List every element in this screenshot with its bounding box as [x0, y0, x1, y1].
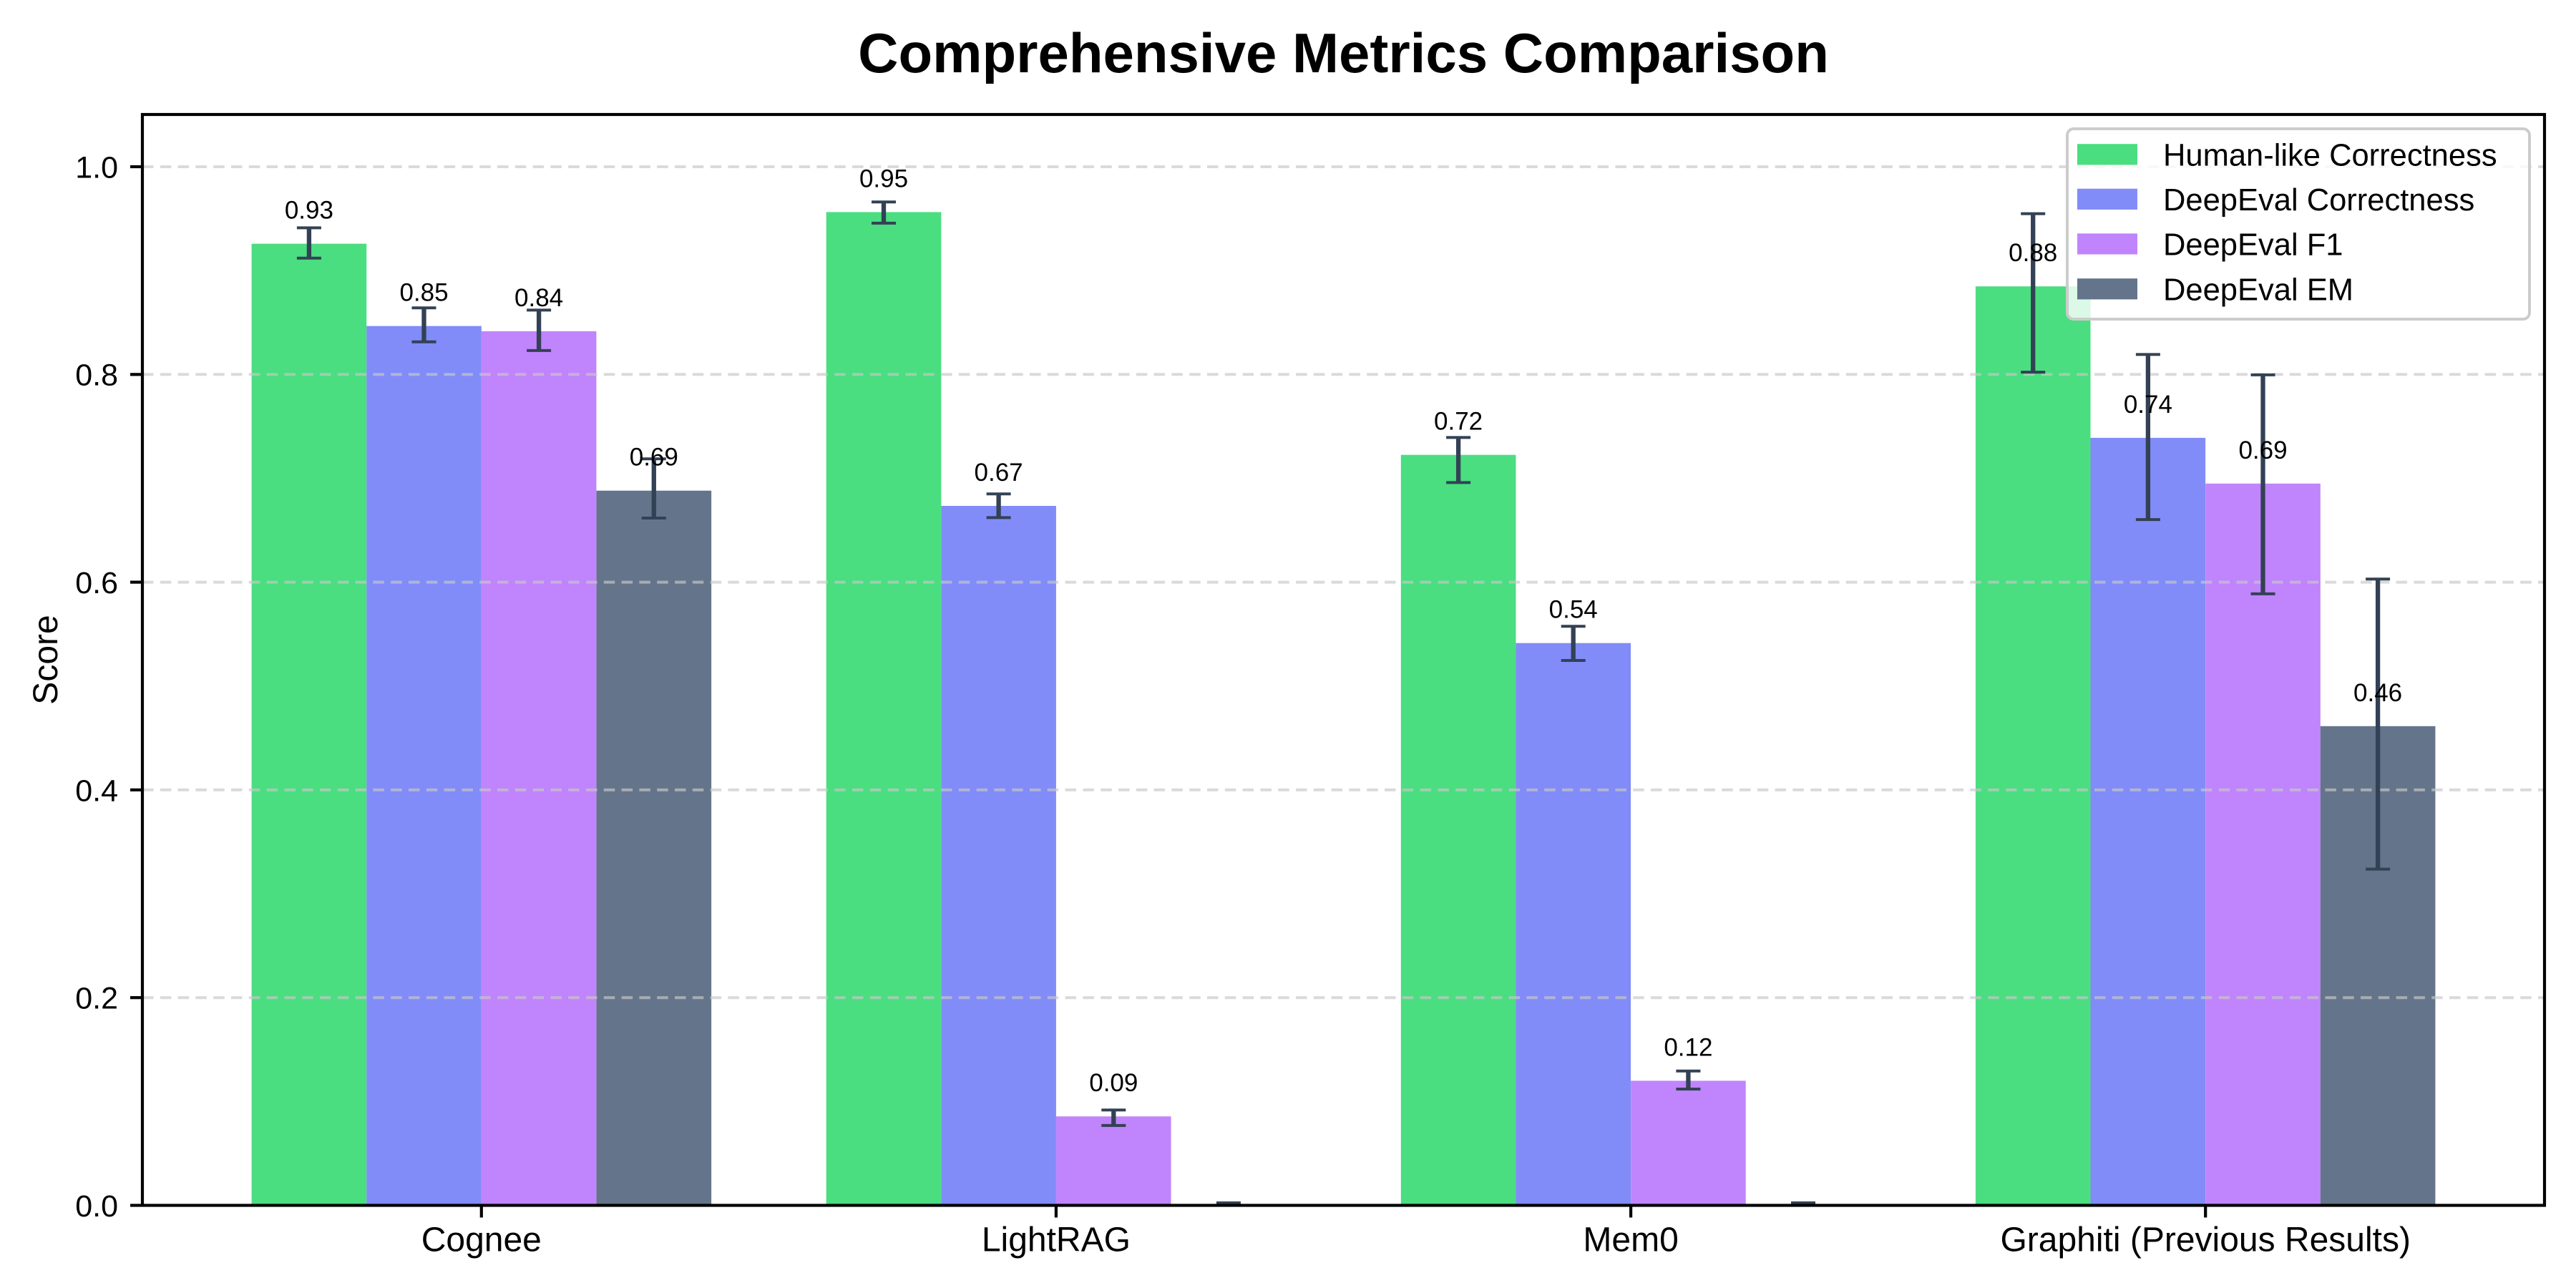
svg-text:0.69: 0.69 [630, 444, 678, 472]
svg-text:1.0: 1.0 [75, 150, 118, 185]
svg-text:0.0: 0.0 [75, 1189, 118, 1224]
svg-text:0.09: 0.09 [1089, 1069, 1138, 1097]
svg-text:Cognee: Cognee [421, 1221, 542, 1259]
svg-text:0.8: 0.8 [75, 358, 118, 393]
svg-text:0.85: 0.85 [399, 279, 448, 307]
svg-text:0.6: 0.6 [75, 566, 118, 600]
svg-text:0.12: 0.12 [1664, 1033, 1712, 1061]
svg-text:0.72: 0.72 [1434, 408, 1483, 436]
svg-text:Score: Score [27, 615, 65, 704]
svg-text:0.95: 0.95 [859, 165, 908, 192]
svg-text:0.88: 0.88 [2009, 239, 2057, 267]
svg-text:0.84: 0.84 [514, 284, 563, 312]
svg-text:DeepEval Correctness: DeepEval Correctness [2163, 183, 2474, 218]
svg-text:DeepEval F1: DeepEval F1 [2163, 228, 2343, 263]
svg-text:0.93: 0.93 [285, 197, 333, 225]
svg-text:LightRAG: LightRAG [982, 1221, 1131, 1259]
svg-text:0.67: 0.67 [975, 459, 1023, 487]
svg-text:Human-like Correctness: Human-like Correctness [2163, 138, 2497, 172]
svg-text:Graphiti (Previous Results): Graphiti (Previous Results) [2000, 1221, 2411, 1259]
svg-text:0.54: 0.54 [1549, 596, 1598, 624]
svg-text:0.74: 0.74 [2124, 391, 2172, 419]
svg-text:Mem0: Mem0 [1583, 1221, 1678, 1259]
svg-text:0.2: 0.2 [75, 982, 118, 1016]
svg-text:Comprehensive Metrics Comparis: Comprehensive Metrics Comparison [858, 21, 1829, 84]
svg-text:0.4: 0.4 [75, 774, 118, 808]
svg-text:0.69: 0.69 [2238, 436, 2287, 464]
svg-text:0.46: 0.46 [2353, 679, 2402, 707]
svg-text:DeepEval EM: DeepEval EM [2163, 273, 2353, 307]
